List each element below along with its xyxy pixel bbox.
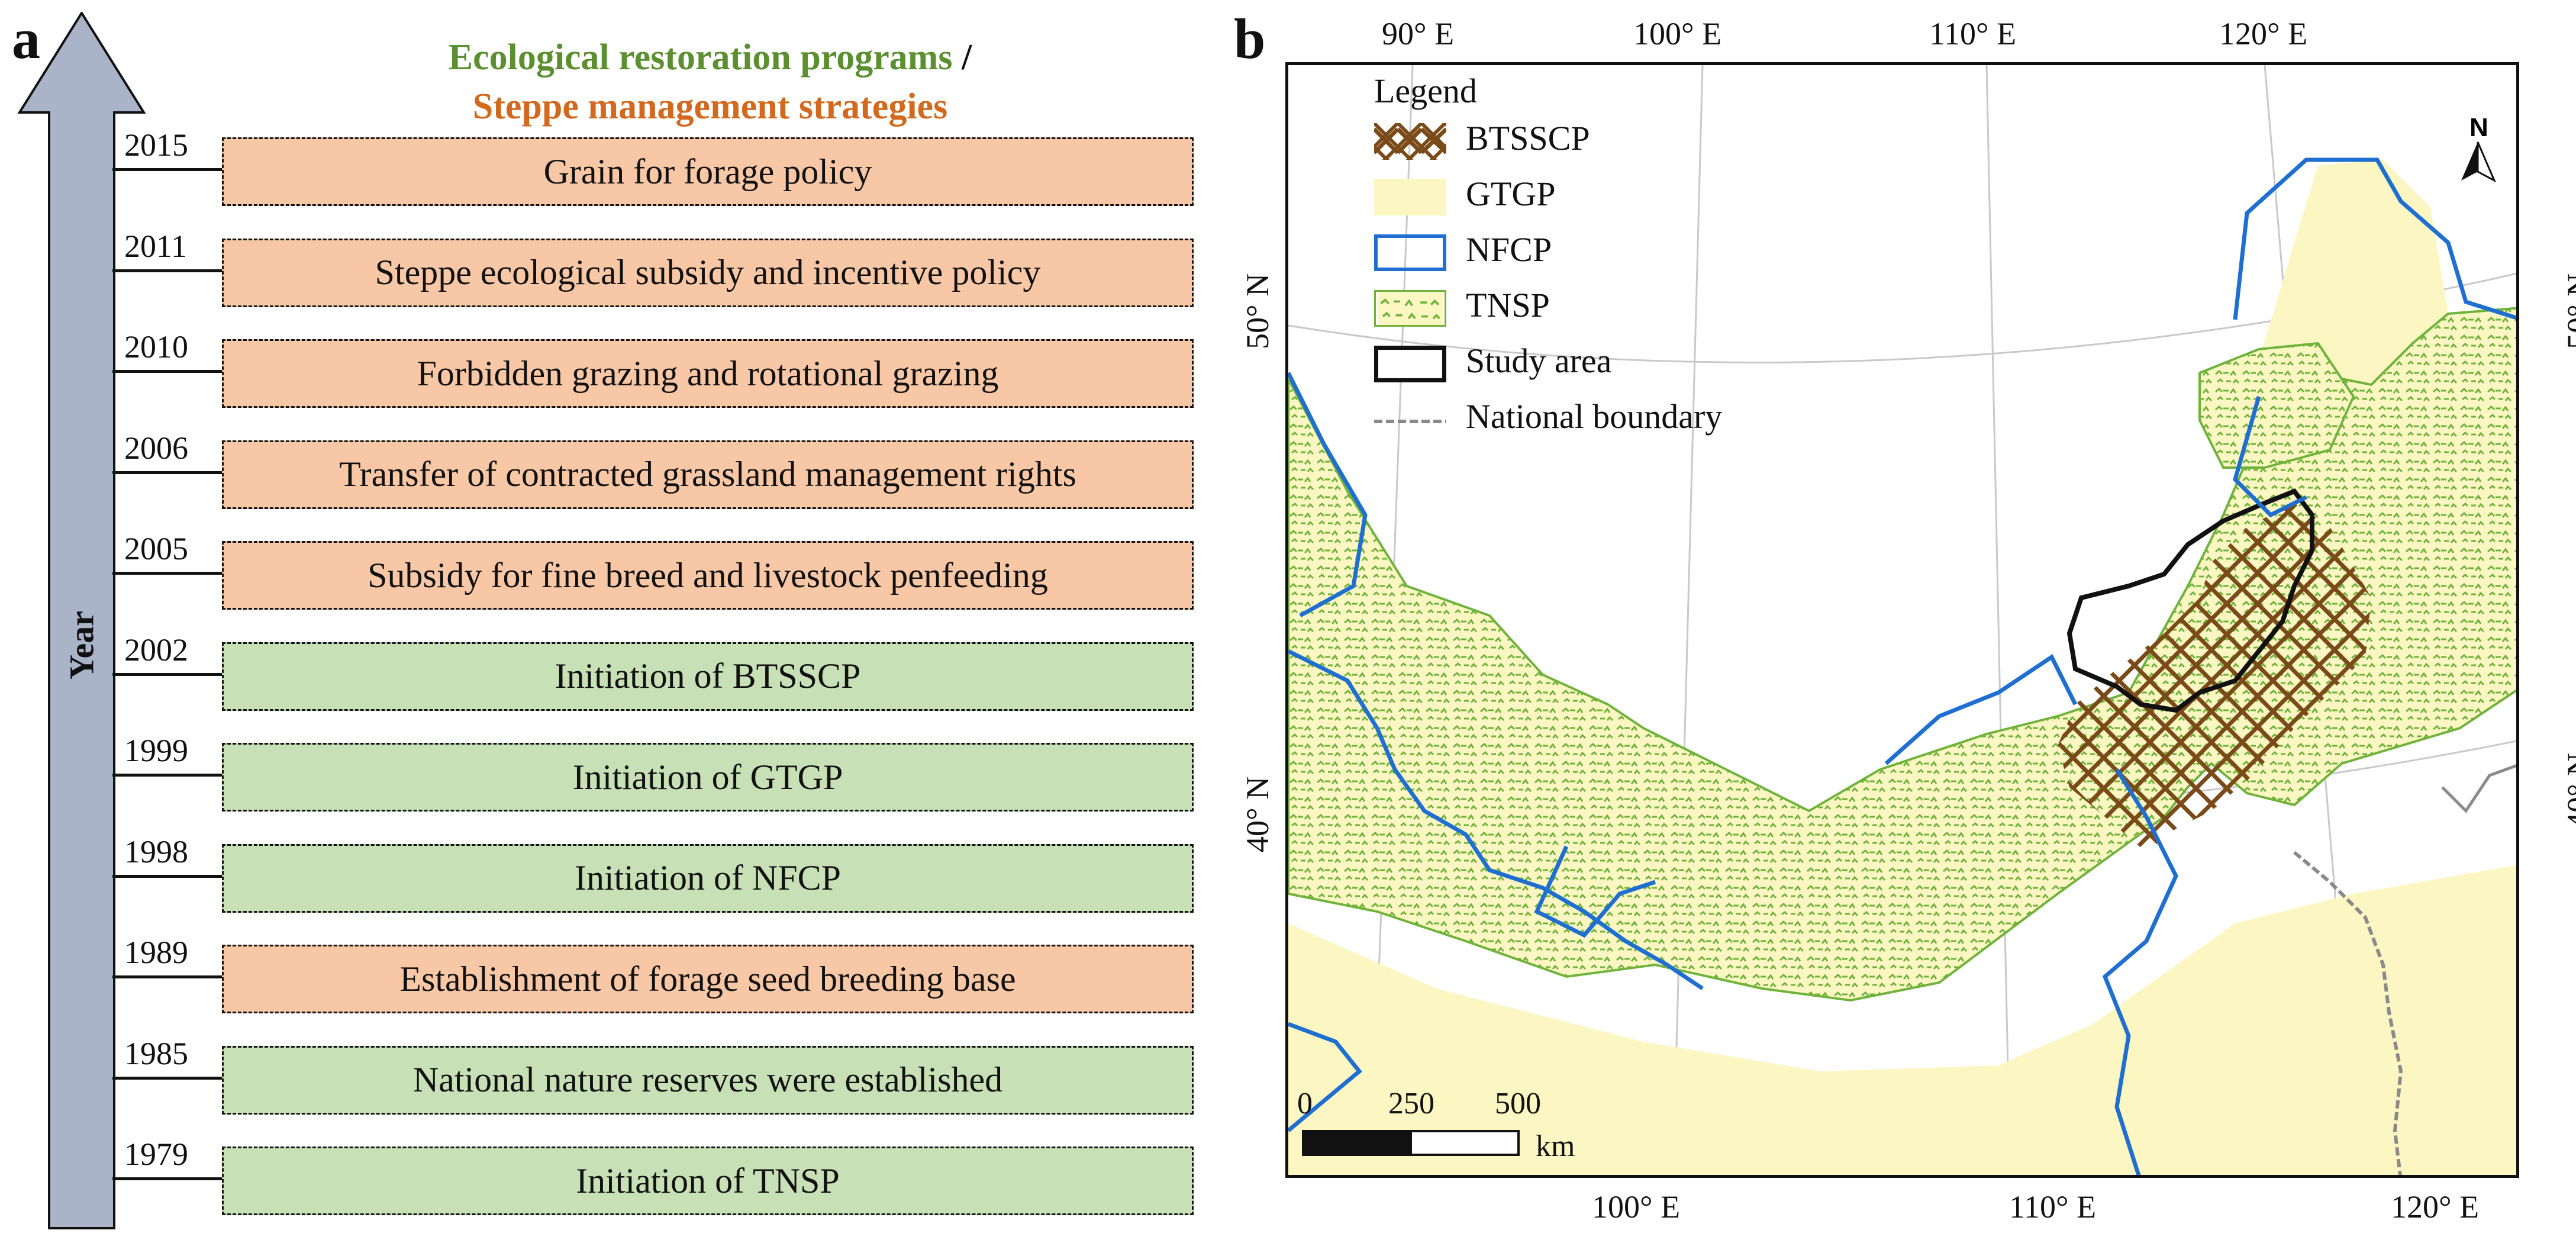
- timeline-connector: [112, 774, 222, 777]
- national-boundary: [2293, 851, 2403, 1175]
- panel-a-label: a: [12, 7, 40, 70]
- legend-title: Legend: [1374, 72, 1477, 110]
- steppe-strategy-box: Transfer of contracted grassland managem…: [222, 440, 1194, 509]
- timeline-year: 1979: [124, 1136, 188, 1172]
- nfcp-swatch: [1374, 234, 1446, 271]
- legend-item-nfcp: NFCP: [1374, 228, 1848, 271]
- eco-program-box: Initiation of GTGP: [222, 743, 1194, 812]
- bottom-tick-120e: 120° E: [2391, 1189, 2480, 1225]
- header-eco-programs: Ecological restoration programs: [448, 37, 953, 78]
- tnsp-swatch: [1374, 290, 1446, 327]
- scale-unit: km: [1536, 1129, 1575, 1163]
- legend-item-study-area: Study area: [1374, 340, 1848, 382]
- timeline-year: 2015: [124, 127, 188, 163]
- timeline-connector: [112, 370, 222, 373]
- timeline-row: 1999 Initiation of GTGP: [112, 735, 1198, 816]
- legend-label-nfcp: NFCP: [1466, 230, 1552, 269]
- scale-bar: 0 250 500 km: [1296, 1086, 1604, 1169]
- timeline-row: 1989 Establishment of forage seed breedin…: [112, 936, 1198, 1018]
- scale-bar-graphic: [1302, 1130, 1520, 1156]
- timeline-year: 1985: [124, 1035, 188, 1071]
- map-canvas: N: [1288, 65, 2516, 1175]
- north-arrow: N: [2461, 113, 2497, 183]
- timeline-connector: [112, 572, 222, 575]
- timeline-connector: [112, 1076, 222, 1080]
- timeline-connector: [112, 269, 222, 272]
- left-tick-40n: 40° N: [1240, 776, 1275, 852]
- timeline-row: 2011 Steppe ecological subsidy and incent…: [112, 230, 1198, 312]
- legend-label-btsscp: BTSSCP: [1466, 119, 1590, 157]
- bottom-tick-100e: 100° E: [1592, 1189, 1681, 1225]
- scale-tick-250: 250: [1388, 1087, 1434, 1120]
- eco-program-box: Initiation of TNSP: [222, 1147, 1194, 1215]
- timeline-row: 2015 Grain for forage policy: [112, 129, 1198, 211]
- steppe-strategy-box: Steppe ecological subsidy and incentive …: [222, 238, 1194, 307]
- timeline-year: 2002: [124, 632, 188, 668]
- timeline-connector: [112, 874, 222, 878]
- eco-program-box: Initiation of BTSSCP: [222, 642, 1194, 711]
- timeline-year: 1989: [124, 935, 188, 970]
- tnsp-northeast: [2198, 342, 2355, 469]
- legend-item-national-boundary: National boundary: [1374, 395, 1848, 438]
- legend-label-study-area: Study area: [1466, 342, 1612, 380]
- timeline-connector: [112, 672, 222, 676]
- bottom-tick-110e: 110° E: [2009, 1189, 2097, 1225]
- timeline-row: 2010 Forbidden grazing and rotational gra…: [112, 331, 1198, 413]
- timeline-year: 2005: [124, 531, 188, 566]
- legend-label-gtgp: GTGP: [1466, 175, 1556, 213]
- top-tick-100e: 100° E: [1633, 16, 1722, 51]
- timeline-row: 2006 Transfer of contracted grassland man…: [112, 432, 1198, 514]
- boundary-swatch: [1374, 420, 1446, 423]
- timeline-connector: [112, 975, 222, 978]
- steppe-strategy-box: Forbidden grazing and rotational grazing: [222, 339, 1194, 408]
- gtgp-swatch: [1374, 179, 1446, 215]
- timeline-connector: [112, 1177, 222, 1180]
- timeline-year: 1998: [124, 833, 188, 870]
- top-tick-120e: 120° E: [2219, 16, 2308, 51]
- right-tick-50n: 50° N: [2561, 273, 2576, 349]
- timeline-year: 2006: [124, 430, 188, 466]
- steppe-strategy-box: Establishment of forage seed breeding ba…: [222, 945, 1194, 1013]
- legend-label-national-boundary: National boundary: [1466, 397, 1723, 436]
- nfcp-boundaries: [1288, 157, 2516, 1175]
- eco-program-box: National nature reserves were establishe…: [222, 1045, 1194, 1115]
- scale-tick-500: 500: [1495, 1087, 1541, 1120]
- legend-item-tnsp: TNSP: [1374, 284, 1848, 327]
- year-arrow: [17, 12, 146, 1229]
- coastline: [2441, 764, 2516, 813]
- timeline-year: 2011: [124, 228, 187, 264]
- left-tick-50n: 50° N: [1240, 273, 1275, 349]
- timeline-row: 2002 Initiation of BTSSCP: [112, 634, 1198, 716]
- timeline-connector: [112, 471, 222, 474]
- steppe-strategy-box: Subsidy for fine breed and livestock pen…: [222, 541, 1194, 610]
- map-frame: N: [1285, 62, 2519, 1178]
- timeline-year: 1999: [124, 733, 188, 768]
- steppe-strategy-box: Grain for forage policy: [222, 137, 1194, 206]
- north-label: N: [2469, 113, 2488, 142]
- btsscp-swatch: [1374, 123, 1446, 160]
- study-area-swatch: [1374, 346, 1446, 382]
- header-steppe-strategies: Steppe management strategies: [472, 86, 948, 127]
- legend-item-btsscp: BTSSCP: [1374, 117, 1848, 160]
- timeline-year: 2010: [124, 329, 188, 365]
- timeline-row: 1985 National nature reserves were establ…: [112, 1038, 1198, 1119]
- gtgp-region: [1288, 865, 2516, 1175]
- legend-label-tnsp: TNSP: [1466, 286, 1550, 324]
- eco-program-box: Initiation of NFCP: [222, 843, 1194, 913]
- timeline-connector: [112, 168, 222, 171]
- legend-item-gtgp: GTGP: [1374, 173, 1848, 215]
- right-tick-40n: 40° N: [2561, 753, 2576, 829]
- timeline-row: 1998 Initiation of NFCP: [112, 836, 1198, 917]
- tnsp-region: [1288, 307, 2516, 1002]
- panel-a-header-line1: Ecological restoration programs /: [219, 37, 1201, 79]
- top-tick-90e: 90° E: [1382, 16, 1455, 51]
- top-tick-110e: 110° E: [1929, 16, 2017, 51]
- panel-b-label: b: [1234, 7, 1266, 70]
- study-area-outline: [2066, 488, 2314, 713]
- timeline-row: 2005 Subsidy for fine breed and livestock…: [112, 533, 1198, 614]
- header-separator: /: [962, 37, 972, 78]
- scale-tick-0: 0: [1297, 1087, 1313, 1120]
- timeline-row: 1979 Initiation of TNSP: [112, 1138, 1198, 1220]
